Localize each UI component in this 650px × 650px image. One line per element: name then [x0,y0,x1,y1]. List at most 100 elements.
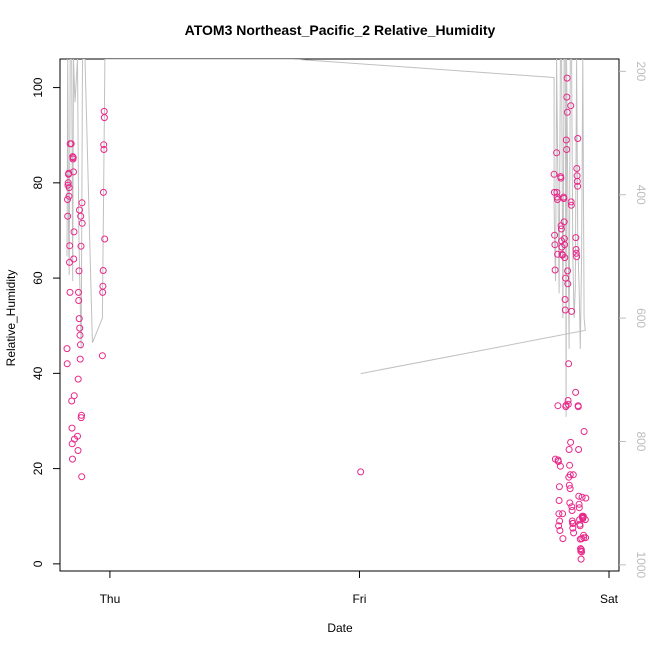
data-point [554,458,562,465]
data-point [565,481,573,489]
y-left-tick-label: 100 [31,77,45,97]
data-point [75,288,82,296]
data-point [553,188,561,196]
data-point [578,493,586,501]
data-point [100,141,108,149]
data-point [65,169,73,177]
data-point [565,360,573,368]
data-point [579,512,587,520]
data-point [78,199,86,207]
pressure-line-layer [66,59,586,417]
data-point [572,246,580,253]
data-point [555,483,563,491]
data-point [98,352,106,360]
y-right-tick-label: 400 [634,185,648,205]
data-point [565,446,573,453]
data-point [551,241,559,249]
y-axis-label: Relative_Humidity [4,270,18,367]
data-point [561,296,569,303]
data-point [568,507,576,514]
data-point [555,522,563,530]
data-point [554,402,562,410]
data-point [561,254,569,262]
data-point [559,510,567,518]
data-point [75,297,83,304]
data-point [567,102,575,110]
data-point [567,201,575,209]
y-left-tick-label: 20 [31,462,45,476]
data-point [99,282,107,290]
data-point [74,432,81,440]
data-point [574,403,582,411]
data-point [582,534,590,542]
data-point [573,177,581,185]
data-point [575,500,583,508]
y-right-tick-label: 600 [634,308,648,328]
data-point [100,114,108,122]
y-left-tick-label: 80 [31,176,45,190]
data-point [553,149,561,157]
data-point [567,438,575,446]
data-point [572,249,580,257]
data-point [577,555,585,563]
plot-area [63,59,590,563]
data-point [569,524,577,532]
pressure-line [66,59,586,417]
data-point [575,446,583,453]
data-point [561,241,569,249]
data-point [563,93,571,101]
y-axis-left: 0 20 40 60 80 100 [31,77,60,567]
data-point [564,267,572,275]
data-point [575,492,583,500]
data-point [560,218,568,226]
data-point [577,545,585,553]
data-point [558,251,566,259]
data-point [63,360,71,368]
data-point [557,225,565,233]
data-point [550,170,558,178]
data-point [568,503,576,511]
data-point [100,146,108,153]
x-tick-label: Thu [100,592,121,606]
data-point [581,516,589,524]
data-point [563,74,571,82]
data-point [64,179,72,187]
data-point [66,242,74,250]
data-point [569,519,577,527]
data-point [78,411,85,419]
x-tick-label: Sat [600,592,619,606]
data-point [64,212,72,220]
data-point [573,253,581,261]
data-point [99,188,107,196]
y-right-tick-label: 200 [634,61,648,81]
x-axis: Thu Fri Sat [100,571,619,606]
data-point [65,184,73,192]
data-point [566,485,574,493]
data-point [577,546,585,554]
data-point [553,196,561,203]
data-point [555,497,563,504]
data-point [74,447,82,454]
data-point [78,473,86,481]
data-point [76,324,84,332]
data-point [77,414,85,422]
data-point [573,165,581,172]
data-point [566,461,574,469]
data-point [564,397,572,404]
data-point [76,331,84,339]
data-point [559,535,567,543]
data-point [64,196,71,203]
y-left-tick-label: 60 [31,271,45,285]
data-point [562,136,570,144]
data-point [556,517,564,525]
y-left-tick-label: 0 [31,560,45,567]
y-axis-right: 200 400 600 800 1000 [619,61,648,579]
relative-humidity-points [63,74,590,563]
data-point [554,250,562,258]
data-point [77,212,85,220]
data-point [77,242,85,250]
data-point [63,345,71,353]
data-point [556,527,564,534]
data-point [66,288,74,296]
data-point [570,529,578,537]
